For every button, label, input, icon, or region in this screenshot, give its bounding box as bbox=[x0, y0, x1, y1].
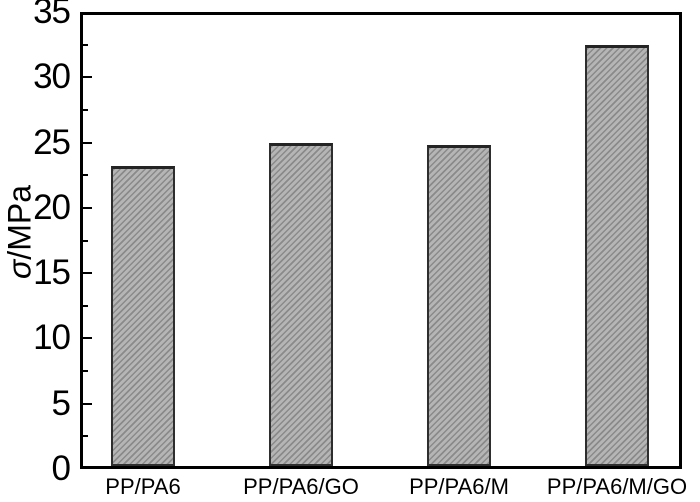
x-tick-label: PP/PA6/GO bbox=[243, 474, 359, 499]
x-tick-label: PP/PA6/M/GO bbox=[546, 474, 688, 499]
y-tick-label: 20 bbox=[33, 187, 71, 227]
y-major-tick bbox=[83, 141, 92, 144]
y-major-tick bbox=[83, 402, 92, 405]
bar-PP/PA6/M/GO bbox=[585, 45, 649, 466]
y-tick-label: 0 bbox=[51, 449, 71, 488]
y-tick-label: 35 bbox=[33, 0, 71, 31]
y-tick-label: 5 bbox=[51, 383, 71, 423]
y-major-tick bbox=[83, 206, 92, 209]
bar-PP/PA6/M bbox=[427, 145, 491, 466]
y-tick-label: 10 bbox=[33, 318, 71, 358]
y-minor-tick bbox=[83, 370, 88, 373]
x-tick-label: PP/PA6/M bbox=[409, 474, 509, 499]
plot-area bbox=[80, 12, 682, 469]
y-tick-label: 30 bbox=[33, 57, 71, 97]
y-tick-label: 25 bbox=[33, 122, 71, 162]
y-major-tick bbox=[83, 76, 92, 79]
y-minor-tick bbox=[83, 435, 88, 438]
y-minor-tick bbox=[83, 304, 88, 307]
y-major-tick bbox=[83, 337, 92, 340]
y-major-tick bbox=[83, 272, 92, 275]
y-minor-tick bbox=[83, 174, 88, 177]
bar-PP/PA6/GO bbox=[269, 143, 333, 466]
y-minor-tick bbox=[83, 43, 88, 46]
bar-PP/PA6 bbox=[111, 166, 175, 466]
y-minor-tick bbox=[83, 108, 88, 111]
x-tick-label: PP/PA6 bbox=[105, 474, 181, 499]
y-minor-tick bbox=[83, 239, 88, 242]
y-tick-label: 15 bbox=[33, 253, 71, 293]
